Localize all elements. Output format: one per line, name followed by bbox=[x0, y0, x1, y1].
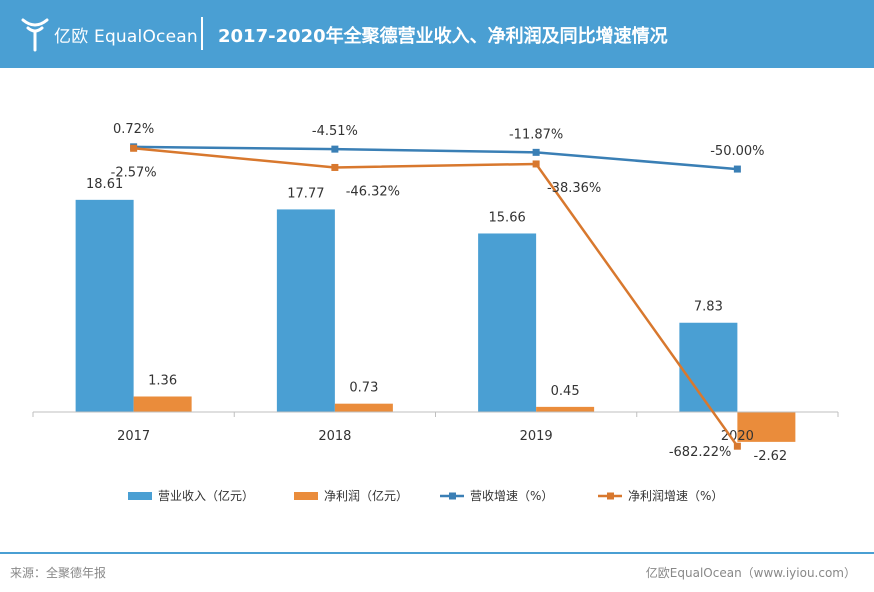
x-tick-label: 2018 bbox=[318, 429, 351, 444]
profit-bar bbox=[334, 403, 393, 412]
revenue-growth-label: -11.87% bbox=[509, 127, 563, 142]
legend-revenue-label: 营业收入（亿元） bbox=[158, 488, 254, 503]
profit-bar bbox=[536, 406, 595, 412]
profit-growth-marker bbox=[532, 160, 540, 168]
profit-bar-label: 0.73 bbox=[349, 381, 378, 396]
combo-chart: 2017 2018 2019 2020 18.611.3617.770.7315.66… bbox=[32, 122, 839, 503]
revenue-bar bbox=[276, 209, 335, 412]
revenue-growth-line bbox=[133, 145, 738, 171]
profit-growth-label: -2.57% bbox=[111, 165, 157, 180]
revenue-bar bbox=[75, 199, 134, 412]
profit-bar-label: 1.36 bbox=[148, 373, 177, 388]
legend-revenue-growth-marker bbox=[449, 492, 456, 500]
profit-bar-label: -2.62 bbox=[754, 449, 788, 464]
profit-growth-label: -682.22% bbox=[669, 445, 732, 460]
profit-bar bbox=[133, 396, 192, 412]
profit-growth-label: -46.32% bbox=[346, 184, 400, 199]
legend-revenue-swatch bbox=[128, 492, 152, 500]
credit-note: 亿欧EqualOcean（www.iyiou.com） bbox=[645, 566, 856, 580]
footer-divider bbox=[0, 552, 874, 554]
profit-bar-label: 0.45 bbox=[551, 384, 580, 399]
profit-growth-marker bbox=[733, 442, 741, 450]
legend: 营业收入（亿元） 净利润（亿元） 营收增速（%） 净利润增速（%） bbox=[128, 488, 723, 503]
revenue-growth-marker bbox=[733, 165, 741, 173]
revenue-bar-label: 18.61 bbox=[86, 177, 123, 192]
header-divider bbox=[201, 17, 203, 50]
revenue-bar-label: 17.77 bbox=[287, 186, 324, 201]
profit-growth-label: -38.36% bbox=[547, 181, 601, 196]
profit-bar bbox=[737, 412, 796, 442]
revenue-bar bbox=[679, 322, 738, 412]
source-note: 来源：全聚德年报 bbox=[10, 566, 107, 580]
x-tick-label: 2017 bbox=[117, 429, 150, 444]
profit-growth-marker bbox=[130, 144, 138, 152]
revenue-bar-label: 7.83 bbox=[694, 300, 723, 315]
profit-growth-line bbox=[133, 147, 739, 447]
revenue-growth-marker bbox=[331, 145, 339, 153]
legend-revenue-growth-label: 营收增速（%） bbox=[470, 489, 553, 503]
lines-layer bbox=[130, 143, 741, 450]
revenue-bar bbox=[478, 233, 537, 412]
revenue-growth-marker bbox=[532, 148, 540, 156]
data-labels: 18.61 1.36 17.77 0.73 15.66 0.45 7.83 -2.62 0.72… bbox=[86, 122, 787, 464]
legend-profit-swatch bbox=[294, 492, 318, 500]
x-tick-label: 2019 bbox=[520, 429, 553, 444]
header-bar: 亿欧 EqualOcean 2017-2020年全聚德营业收入、净利润及同比增速… bbox=[0, 0, 874, 68]
legend-profit-growth-label: 净利润增速（%） bbox=[628, 489, 723, 503]
equalocean-logo-icon bbox=[21, 18, 49, 52]
brand-name: 亿欧 EqualOcean bbox=[54, 27, 198, 47]
revenue-growth-label: -50.00% bbox=[710, 144, 764, 159]
chart-title: 2017-2020年全聚德营业收入、净利润及同比增速情况 bbox=[218, 26, 668, 47]
revenue-growth-label: 0.72% bbox=[113, 122, 154, 137]
profit-growth-marker bbox=[331, 163, 339, 171]
legend-profit-growth-marker bbox=[607, 492, 614, 500]
revenue-bar-label: 15.66 bbox=[489, 210, 526, 225]
bars-layer bbox=[75, 199, 796, 442]
x-axis: 2017 2018 2019 2020 bbox=[32, 411, 839, 444]
legend-profit-label: 净利润（亿元） bbox=[324, 488, 408, 503]
revenue-growth-label: -4.51% bbox=[312, 124, 358, 139]
